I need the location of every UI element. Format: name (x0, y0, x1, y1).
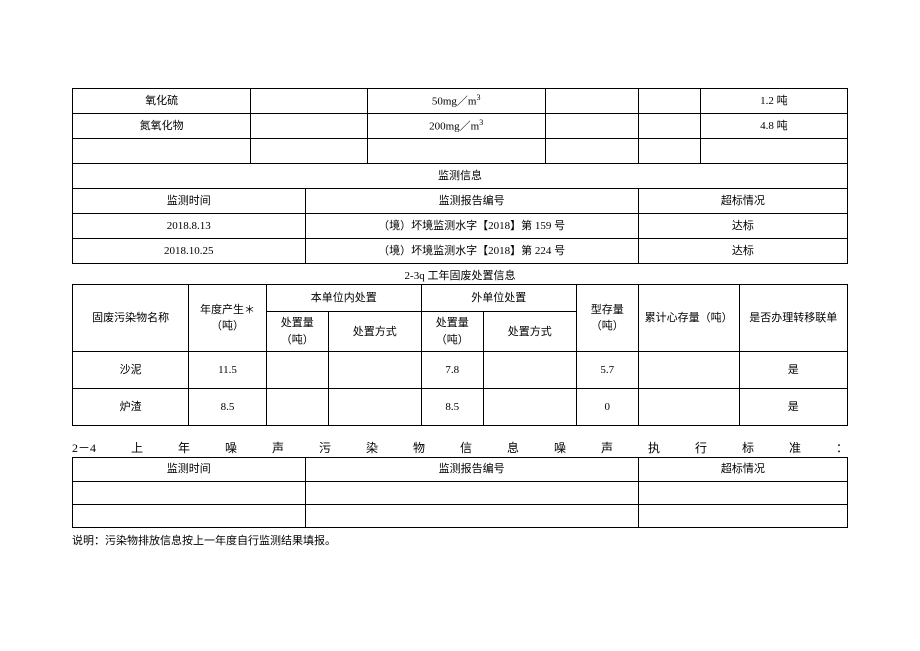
amount: 1.2 吨 (700, 89, 847, 114)
header-time: 监测时间 (73, 189, 306, 214)
concentration: 50mg／m3 (367, 89, 545, 114)
table-row: 2018.10.25 （境）坏境监测水字【2018】第 224 号 达标 (73, 239, 848, 264)
cell (73, 139, 251, 164)
cell (545, 139, 638, 164)
cell (251, 114, 367, 139)
cell (251, 89, 367, 114)
external-method (483, 352, 576, 389)
status: 达标 (638, 239, 847, 264)
cell (73, 481, 306, 504)
internal-amount (266, 352, 328, 389)
annual-amount: 8.5 (189, 389, 267, 426)
header-stock: 型存量（吨） (576, 285, 638, 352)
annual-amount: 11.5 (189, 352, 267, 389)
amount: 4.8 吨 (700, 114, 847, 139)
monitoring-info-table: 监测信息 监测时间 监测报告编号 超标情况 2018.8.13 （境）坏境监测水… (72, 163, 848, 264)
cell (251, 139, 367, 164)
header-cumulative: 累计心存量（吨） (638, 285, 739, 352)
status: 达标 (638, 214, 847, 239)
header-report-no: 监测报告编号 (305, 458, 638, 482)
header-disposal-amount: 处置量（吨） (421, 312, 483, 352)
report-number: （境）坏境监测水字【2018】第 159 号 (305, 214, 638, 239)
pollutant-name: 氧化硫 (73, 89, 251, 114)
table-header-row: 固废污染物名称 年度产生＊（吨） 本单位内处置 外单位处置 型存量（吨） 累计心… (73, 285, 848, 312)
header-disposal-method: 处置方式 (483, 312, 576, 352)
spacer (72, 426, 848, 436)
header-disposal-method: 处置方式 (328, 312, 421, 352)
monitoring-date: 2018.10.25 (73, 239, 306, 264)
table-row (73, 504, 848, 527)
external-amount: 7.8 (421, 352, 483, 389)
concentration: 200mg／m3 (367, 114, 545, 139)
cell (638, 504, 847, 527)
transfer-status: 是 (739, 352, 848, 389)
cell (638, 481, 847, 504)
noise-table: 监测时间 监测报告编号 超标情况 (72, 457, 848, 528)
cell (638, 114, 700, 139)
table-title-row: 监测信息 (73, 164, 848, 189)
content-area: 氧化硫 50mg／m3 1.2 吨 氮氧化物 200mg／m3 4.8 吨 (0, 0, 920, 548)
header-status: 超标情况 (638, 189, 847, 214)
table-row (73, 139, 848, 164)
cell (73, 504, 306, 527)
table-row (73, 481, 848, 504)
noise-section-title: 2－4上年噪声污染物信息噪声执行标准： (72, 436, 848, 457)
cumulative-stock (638, 389, 739, 426)
cell (700, 139, 847, 164)
waste-name: 炉渣 (73, 389, 189, 426)
table-row: 氧化硫 50mg／m3 1.2 吨 (73, 89, 848, 114)
cell (638, 139, 700, 164)
monitoring-info-title: 监测信息 (73, 164, 848, 189)
table-header-row: 监测时间 监测报告编号 超标情况 (73, 189, 848, 214)
header-disposal-amount: 处置量（吨） (266, 312, 328, 352)
internal-method (328, 352, 421, 389)
external-method (483, 389, 576, 426)
table-row: 炉渣 8.5 8.5 0 是 (73, 389, 848, 426)
table-row: 沙泥 11.5 7.8 5.7 是 (73, 352, 848, 389)
pollutant-name: 氮氧化物 (73, 114, 251, 139)
header-report-no: 监测报告编号 (305, 189, 638, 214)
header-external-disposal: 外单位处置 (421, 285, 576, 312)
report-number: （境）坏境监测水字【2018】第 224 号 (305, 239, 638, 264)
emissions-table: 氧化硫 50mg／m3 1.2 吨 氮氧化物 200mg／m3 4.8 吨 (72, 88, 848, 164)
header-time: 监测时间 (73, 458, 306, 482)
table-row: 2018.8.13 （境）坏境监测水字【2018】第 159 号 达标 (73, 214, 848, 239)
table-header-row: 监测时间 监测报告编号 超标情况 (73, 458, 848, 482)
header-waste-name: 固废污染物名称 (73, 285, 189, 352)
cell (305, 504, 638, 527)
header-internal-disposal: 本单位内处置 (266, 285, 421, 312)
header-transfer: 是否办理转移联单 (739, 285, 848, 352)
cumulative-stock (638, 352, 739, 389)
stock: 0 (576, 389, 638, 426)
cell (545, 89, 638, 114)
document-page: 氧化硫 50mg／m3 1.2 吨 氮氧化物 200mg／m3 4.8 吨 (0, 0, 920, 651)
table-row: 氮氧化物 200mg／m3 4.8 吨 (73, 114, 848, 139)
footnote: 说明：污染物排放信息按上一年度自行监测结果填报。 (72, 528, 848, 548)
cell (638, 89, 700, 114)
cell (545, 114, 638, 139)
cell (367, 139, 545, 164)
solid-waste-section-title: 2-3q 工年固废处置信息 (72, 264, 848, 284)
internal-method (328, 389, 421, 426)
monitoring-date: 2018.8.13 (73, 214, 306, 239)
header-annual: 年度产生＊（吨） (189, 285, 267, 352)
header-status: 超标情况 (638, 458, 847, 482)
solid-waste-table: 固废污染物名称 年度产生＊（吨） 本单位内处置 外单位处置 型存量（吨） 累计心… (72, 284, 848, 426)
external-amount: 8.5 (421, 389, 483, 426)
cell (305, 481, 638, 504)
waste-name: 沙泥 (73, 352, 189, 389)
stock: 5.7 (576, 352, 638, 389)
internal-amount (266, 389, 328, 426)
transfer-status: 是 (739, 389, 848, 426)
